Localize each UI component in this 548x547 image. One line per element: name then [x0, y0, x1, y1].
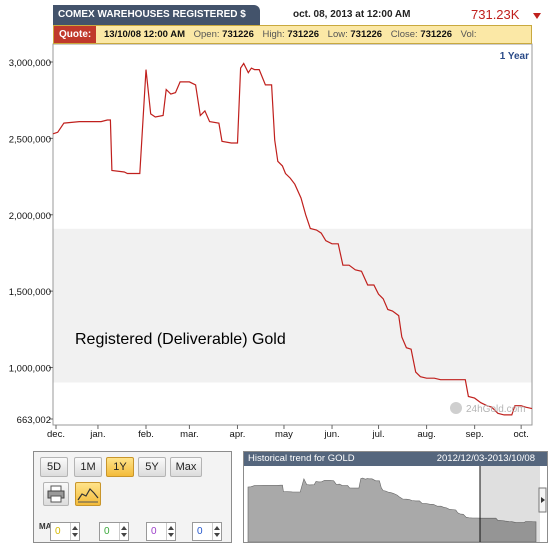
range-5d-button[interactable]: 5D — [40, 457, 68, 477]
ma-value-3: 0 — [151, 526, 157, 537]
x-tick-label: aug. — [417, 429, 436, 440]
ma-input-2[interactable]: 0 — [99, 522, 129, 541]
down-arrow-icon — [533, 13, 541, 19]
chart-controls: 5D 1M 1Y 5Y Max MA 0 0 0 — [33, 451, 232, 543]
ma-input-3[interactable]: 0 — [146, 522, 176, 541]
historical-range: 2012/12/03-2013/10/08 — [436, 453, 535, 464]
y-tick-label: 3,000,000 — [9, 58, 51, 69]
historical-title: Historical trend for GOLD — [248, 453, 355, 464]
x-tick-label: may — [275, 429, 293, 440]
x-tick-label: jun. — [323, 429, 339, 440]
y-tick-label: 663,002 — [17, 415, 51, 426]
plot-frame — [52, 43, 533, 426]
svg-text:24hGold.com: 24hGold.com — [466, 404, 525, 415]
x-axis: dec. jan. feb. mar. apr. may jun. jul. aug. sep. o… — [47, 425, 529, 440]
range-1y-button[interactable]: 1Y — [106, 457, 134, 477]
stepper-icon[interactable] — [166, 523, 175, 540]
x-tick-label: jul. — [371, 429, 384, 440]
quote-fields: 13/10/08 12:00 AM Open: 731226 High: 731… — [104, 26, 483, 43]
chart-title: COMEX WAREHOUSES REGISTERED $ — [53, 5, 260, 25]
vol-label: Vol: — [460, 29, 477, 40]
background-band — [53, 228, 532, 383]
x-tick-label: oct. — [513, 429, 528, 440]
title-bar: COMEX WAREHOUSES REGISTERED $ oct. 08, 2… — [53, 5, 548, 26]
ma-input-1[interactable]: 0 — [50, 522, 80, 541]
low-value: 731226 — [350, 29, 383, 40]
stepper-icon[interactable] — [70, 523, 79, 540]
y-tick-label: 1,000,000 — [9, 364, 51, 375]
period-label: 1 Year — [500, 51, 529, 62]
price-chart[interactable]: 3,000,000 2,500,000 2,000,000 1,500,000 1,00… — [0, 0, 548, 450]
high-label: High: — [262, 29, 285, 40]
watermark: 24hGold.com — [450, 402, 525, 415]
x-tick-label: feb. — [138, 429, 154, 440]
ma-value-1: 0 — [55, 526, 61, 537]
scroll-arrow-icon — [541, 497, 545, 503]
print-button[interactable] — [43, 482, 69, 506]
range-max-button[interactable]: Max — [170, 457, 202, 477]
range-5y-button[interactable]: 5Y — [138, 457, 166, 477]
quote-label: Quote: — [54, 26, 96, 43]
y-tick-label: 1,500,000 — [9, 287, 51, 298]
series-line — [52, 62, 533, 416]
ma-label: MA — [39, 522, 52, 531]
historical-area — [247, 477, 537, 542]
x-tick-label: sep. — [466, 429, 484, 440]
open-label: Open: — [193, 29, 220, 40]
printer-icon — [47, 485, 65, 503]
chart-datetime: oct. 08, 2013 at 12:00 AM — [293, 9, 411, 20]
y-axis: 3,000,000 2,500,000 2,000,000 1,500,000 1,00… — [9, 58, 53, 426]
selection-window[interactable] — [480, 466, 540, 542]
open-value: 731226 — [222, 29, 254, 40]
x-tick-label: dec. — [47, 429, 65, 440]
historical-mini-chart[interactable] — [244, 466, 547, 542]
ma-value-2: 0 — [104, 526, 110, 537]
x-tick-label: apr. — [230, 429, 246, 440]
y-tick-label: 2,500,000 — [9, 134, 51, 145]
historical-navigator[interactable]: Historical trend for GOLD 2012/12/03-201… — [243, 451, 548, 543]
ma-input-4[interactable]: 0 — [192, 522, 222, 541]
background-bands — [53, 228, 532, 383]
y-tick-label: 2,000,000 — [9, 211, 51, 222]
current-value: 731.23K — [471, 7, 520, 22]
close-label: Close: — [390, 29, 418, 40]
line-chart-icon — [77, 488, 99, 503]
chart-type-button[interactable] — [75, 482, 101, 506]
stepper-icon[interactable] — [119, 523, 128, 540]
quote-bar: Quote: 13/10/08 12:00 AM Open: 731226 Hi… — [53, 25, 532, 44]
x-tick-label: jan. — [89, 429, 105, 440]
quote-date: 13/10/08 12:00 AM — [104, 29, 185, 40]
chart-annotation: Registered (Deliverable) Gold — [75, 331, 286, 348]
close-value: 731226 — [420, 29, 453, 40]
stepper-icon[interactable] — [212, 523, 221, 540]
low-label: Low: — [327, 29, 348, 40]
historical-header: Historical trend for GOLD 2012/12/03-201… — [244, 452, 547, 466]
x-tick-label: mar. — [180, 429, 198, 440]
range-1m-button[interactable]: 1M — [74, 457, 102, 477]
ma-value-4: 0 — [197, 526, 203, 537]
high-value: 731226 — [287, 29, 320, 40]
